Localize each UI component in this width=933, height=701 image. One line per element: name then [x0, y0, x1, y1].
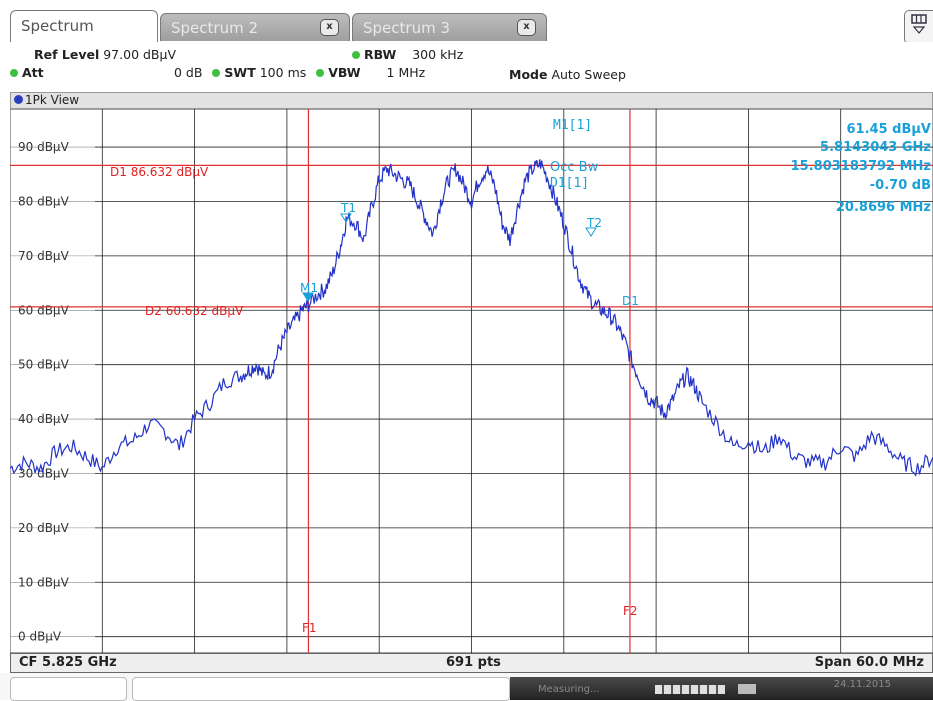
d1-readout-label: D1[1]	[550, 176, 589, 191]
close-tab-spectrum-3-button[interactable]: x	[517, 19, 536, 36]
display-line-d1-label: D1 86.632 dBµV	[110, 165, 209, 179]
sweep-points: 691 pts	[446, 655, 501, 670]
progress-bar	[655, 685, 725, 694]
att-label: Att	[22, 65, 44, 80]
instrument-status-strip: Measuring... 24.11.2015	[0, 673, 933, 701]
occ-bw-value: 15.803183792 MHz	[791, 159, 931, 174]
y-tick-label: 90 dBµV	[18, 140, 70, 154]
view-menu-button[interactable]	[904, 10, 933, 44]
display-lines	[10, 164, 933, 308]
rbw-label: RBW	[364, 47, 397, 62]
vbw-value: 1 MHz	[386, 65, 426, 80]
mode-label: Mode	[509, 67, 548, 82]
y-tick-label: 40 dBµV	[18, 412, 70, 426]
view-title-bar: 1Pk View	[10, 92, 933, 109]
d1-level-readout: -0.70 dB	[870, 178, 931, 193]
att-value: 0 dB	[174, 65, 203, 80]
tab-spectrum-3-label: Spectrum 3	[363, 19, 450, 37]
y-tick-label: 60 dBµV	[18, 303, 70, 317]
trace-markers	[302, 213, 597, 302]
y-tick-label: 50 dBµV	[18, 358, 70, 372]
d1-frequency-readout: 20.8696 MHz	[836, 200, 931, 215]
y-tick-label: 30 dBµV	[18, 466, 70, 480]
y-tick-label: 0 dBµV	[18, 630, 62, 644]
y-tick-label: 80 dBµV	[18, 194, 70, 208]
y-tick-label: 70 dBµV	[18, 249, 70, 263]
tab-spectrum-label: Spectrum	[21, 17, 94, 35]
marker-t1-label: T1	[340, 201, 356, 215]
y-tick-label: 20 dBµV	[18, 521, 70, 535]
swt-label: SWT	[224, 65, 256, 80]
rbw-status-icon	[352, 50, 360, 59]
marker-t2-label: T2	[586, 216, 602, 230]
rbw-value: 300 kHz	[412, 47, 464, 62]
view-label: 1Pk View	[25, 93, 80, 107]
marker-d1-label: D1	[622, 294, 639, 308]
tab-spectrum[interactable]: Spectrum	[10, 10, 158, 42]
date-display: 24.11.2015	[833, 679, 891, 690]
status-field-2[interactable]	[132, 677, 510, 701]
f1-label: F1	[302, 621, 317, 635]
measuring-status: Measuring... 24.11.2015	[510, 677, 933, 700]
sweep-status-bar: CF 5.825 GHz 691 pts Span 60.0 MHz	[10, 653, 933, 673]
vbw-label: VBW	[328, 65, 361, 80]
y-tick-label: 10 dBµV	[18, 575, 70, 589]
spectrum-plot[interactable]: 90 dBµV 80 dBµV 70 dBµV 60 dBµV 50 dBµV 40 dB…	[10, 109, 933, 653]
ref-level-value: 97.00 dBµV	[103, 47, 177, 62]
grid-menu-icon	[911, 14, 927, 34]
m1-level-readout: 61.45 dBµV	[847, 122, 932, 137]
tab-bar: Spectrum Spectrum 2 x Spectrum 3 x	[0, 0, 933, 44]
vbw-status-icon	[316, 68, 325, 77]
swt-value: 100 ms	[259, 65, 307, 80]
center-frequency: CF 5.825 GHz	[19, 655, 117, 670]
status-field-1[interactable]	[10, 677, 127, 701]
trace-indicator-icon	[14, 95, 23, 104]
trace-1-line	[10, 159, 933, 477]
marker-t2-triangle	[585, 227, 597, 237]
close-tab-spectrum-2-button[interactable]: x	[320, 19, 339, 36]
f2-label: F2	[623, 604, 638, 618]
att-status-icon	[10, 68, 18, 77]
mode-value: Auto Sweep	[551, 67, 626, 82]
instrument-icon	[738, 684, 756, 694]
swt-status-icon	[212, 68, 221, 77]
frequency-lines	[307, 109, 631, 653]
tab-spectrum-3[interactable]: Spectrum 3 x	[352, 13, 547, 41]
m1-frequency-readout: 5.8143043 GHz	[820, 140, 931, 155]
ref-level-label: Ref Level	[34, 47, 100, 62]
tab-spectrum-2[interactable]: Spectrum 2 x	[160, 13, 350, 41]
measuring-text: Measuring...	[538, 684, 600, 695]
marker-m1-triangle	[302, 292, 314, 302]
occ-bw-label: Occ Bw	[550, 160, 599, 175]
display-line-d2-label: D2 60.632 dBµV	[145, 304, 244, 318]
plot-grid	[10, 109, 933, 653]
y-axis-labels: 90 dBµV 80 dBµV 70 dBµV 60 dBµV 50 dBµV 40 dB…	[18, 140, 70, 644]
tab-spectrum-2-label: Spectrum 2	[171, 19, 258, 37]
m1-readout-label: M1[1]	[553, 118, 592, 133]
marker-m1-label: M1	[300, 281, 318, 295]
marker-t1-triangle	[340, 213, 352, 223]
measurement-parameters: Ref Level 97.00 dBµV RBW 300 kHz Att 0 d…	[0, 42, 933, 92]
frequency-span: Span 60.0 MHz	[814, 655, 924, 670]
